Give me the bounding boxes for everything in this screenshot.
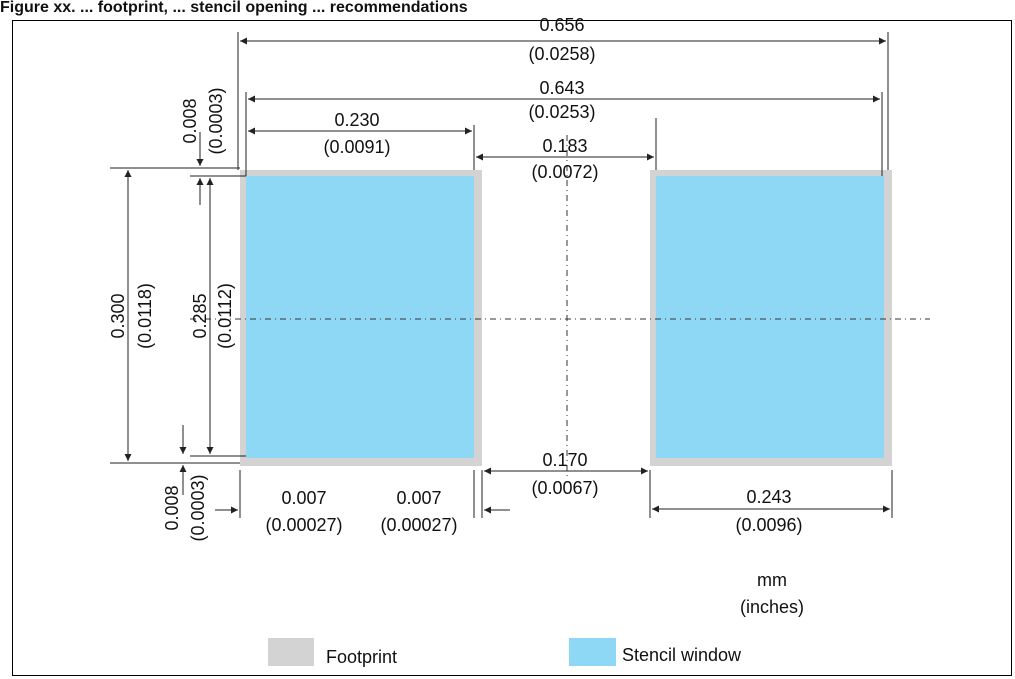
dim-gap-bottom-in: (0.0067) <box>531 478 598 498</box>
dim-gap-top-mm: 0.183 <box>542 136 587 156</box>
dim-pad-left-width-in: (0.0091) <box>323 137 390 157</box>
dim-left-margin-in: (0.00027) <box>265 515 342 535</box>
left-pad-stencil <box>246 176 474 458</box>
figure-caption: Figure xx. ... footprint, ... stencil op… <box>0 0 468 16</box>
units-mm: mm <box>757 570 787 590</box>
dim-top-offset-in: (0.0003) <box>206 87 226 154</box>
right-pad-stencil <box>656 176 884 458</box>
dim-right-margin-in: (0.00027) <box>380 515 457 535</box>
legend-footprint-label: Footprint <box>326 647 397 667</box>
dim-height-mm: 0.300 <box>108 293 128 338</box>
units-inches: (inches) <box>740 597 804 617</box>
dim-inner-width-in: (0.0253) <box>528 102 595 122</box>
dim-bottom-offset-mm: 0.008 <box>162 485 182 530</box>
dim-inner-width-mm: 0.643 <box>539 78 584 98</box>
dim-top-offset-mm: 0.008 <box>180 98 200 143</box>
legend-footprint-swatch <box>268 638 314 666</box>
dim-right-margin-mm: 0.007 <box>396 488 441 508</box>
dim-left-margin-mm: 0.007 <box>281 488 326 508</box>
dim-inner-height-in: (0.0112) <box>215 283 235 349</box>
dim-total-width-in: (0.0258) <box>528 44 595 64</box>
dim-inner-height-mm: 0.285 <box>190 293 210 338</box>
dim-gap-bottom-mm: 0.170 <box>542 450 587 470</box>
dim-pad-right-width-mm: 0.243 <box>746 487 791 507</box>
dim-pad-left-width-mm: 0.230 <box>334 110 379 130</box>
legend-stencil-label: Stencil window <box>622 645 742 665</box>
dim-pad-right-width-in: (0.0096) <box>735 515 802 535</box>
drawing-frame <box>12 20 1012 676</box>
dim-gap-top-in: (0.0072) <box>531 162 598 182</box>
dim-total-width-mm: 0.656 <box>539 15 584 35</box>
dim-bottom-offset-in: (0.0003) <box>188 474 208 541</box>
dim-height-in: (0.0118) <box>135 283 155 349</box>
legend-stencil-swatch <box>569 638 616 666</box>
